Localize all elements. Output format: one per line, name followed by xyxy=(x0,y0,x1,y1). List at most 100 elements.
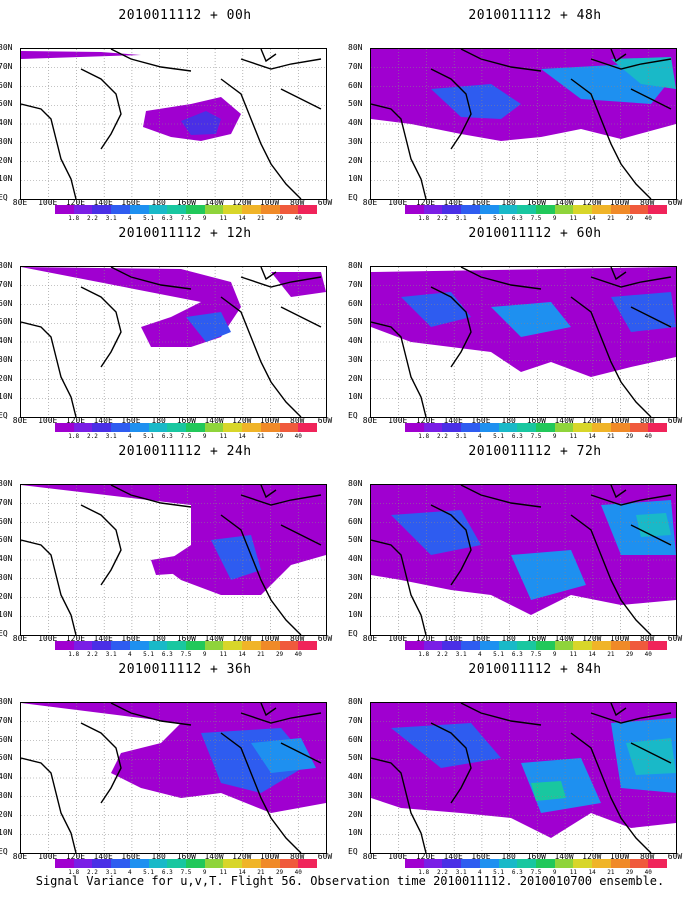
colorbar-swatch xyxy=(629,423,649,432)
colorbar-swatch xyxy=(279,859,299,868)
colorbar-swatch xyxy=(167,205,187,214)
colorbar-tick-label: 21 xyxy=(607,869,615,876)
longitude-label: 140E xyxy=(93,634,113,643)
longitude-label: 160W xyxy=(526,852,546,861)
colorbar-tick-label: 1.8 xyxy=(68,433,80,440)
colorbar-swatch xyxy=(242,859,261,868)
panel-title: 2010011112 + 84h xyxy=(468,662,602,677)
longitude-label: 100E xyxy=(38,852,58,861)
colorbar-swatch xyxy=(204,859,224,868)
longitude-label: 160W xyxy=(526,416,546,425)
latitude-label: 40N xyxy=(0,118,13,127)
latitude-label: 70N xyxy=(348,497,363,507)
colorbar-tick-label: 14 xyxy=(238,869,246,876)
colorbar-swatch xyxy=(554,641,574,650)
colorbar-tick-label: 29 xyxy=(625,215,634,222)
colorbar-swatch xyxy=(148,641,168,650)
longitude-label: 120E xyxy=(65,852,86,861)
map-plot xyxy=(371,49,676,199)
variance-contour-fill xyxy=(401,292,471,327)
colorbar-swatch xyxy=(629,641,649,650)
latitude-label: 10N xyxy=(0,610,13,620)
colorbar-tick-label: 2.2 xyxy=(87,433,98,440)
colorbar-swatch xyxy=(461,859,480,868)
colorbar-swatch xyxy=(517,859,537,868)
colorbar-swatch xyxy=(610,205,630,214)
latitude-label: 40N xyxy=(0,772,13,781)
colorbar-swatch xyxy=(648,641,668,650)
colorbar xyxy=(55,859,318,868)
longitude-label: 80W xyxy=(290,634,305,643)
latitude-label: 40N xyxy=(348,554,363,563)
longitude-label: 80W xyxy=(290,198,305,207)
longitude-label: 80W xyxy=(640,634,655,643)
longitude-label: 100E xyxy=(388,634,408,643)
longitude-label: 140W xyxy=(204,634,224,643)
latitude-label: 80N xyxy=(348,479,363,488)
colorbar xyxy=(405,205,668,214)
colorbar-swatch xyxy=(517,641,537,650)
colorbar-tick-label: 1.8 xyxy=(418,433,430,440)
colorbar-swatch xyxy=(498,423,518,432)
colorbar-swatch xyxy=(167,641,187,650)
colorbar-swatch xyxy=(405,423,424,432)
longitude-label: 140W xyxy=(554,198,574,207)
colorbar-tick-label: 3.1 xyxy=(455,869,467,876)
colorbar-swatch xyxy=(298,859,318,868)
variance-contour-fill xyxy=(491,302,571,337)
colorbar-swatch xyxy=(111,641,130,650)
longitude-label: 160W xyxy=(176,852,196,861)
colorbar-swatch xyxy=(148,205,168,214)
map-area xyxy=(370,702,677,854)
latitude-label: 50N xyxy=(348,99,363,109)
colorbar-swatch xyxy=(517,205,537,214)
longitude-label: 80W xyxy=(290,416,305,425)
colorbar-swatch xyxy=(186,641,205,650)
latitude-label: 30N xyxy=(348,354,363,364)
longitude-label: 140W xyxy=(554,634,574,643)
longitude-label: 120E xyxy=(415,852,436,861)
colorbar xyxy=(55,641,318,650)
colorbar-swatch xyxy=(204,423,224,432)
variance-contour-fill xyxy=(151,555,186,575)
colorbar-swatch xyxy=(610,641,630,650)
latitude-label: 60N xyxy=(348,516,363,526)
colorbar-tick-label: 2.2 xyxy=(437,215,448,222)
longitude-label: 60W xyxy=(667,198,683,207)
colorbar-swatch xyxy=(186,859,205,868)
latitude-label: EQ xyxy=(348,847,358,856)
colorbar-swatch xyxy=(536,423,555,432)
longitude-label: 100W xyxy=(259,198,280,207)
longitude-label: 60W xyxy=(667,416,683,425)
coastline xyxy=(371,267,672,417)
colorbar-tick-label: 11 xyxy=(219,651,228,658)
colorbar-swatch xyxy=(592,423,611,432)
colorbar-tick-label: 3.1 xyxy=(105,651,117,658)
colorbar-swatch xyxy=(573,641,593,650)
panel-title: 2010011112 + 12h xyxy=(118,226,252,241)
variance-contour-fill xyxy=(636,513,671,537)
colorbar-tick-label: 7.5 xyxy=(530,215,542,222)
longitude-label: 120W xyxy=(582,852,602,861)
colorbar-swatch xyxy=(73,641,93,650)
colorbar-tick-label: 9 xyxy=(202,215,207,222)
latitude-label: 20N xyxy=(348,373,363,383)
map-panel: 2010011112 + 12h 80N 70N 60N 50N 40N 30N 20N 10N… xyxy=(0,226,332,440)
longitude-label: 120W xyxy=(232,634,252,643)
latitude-label: EQ xyxy=(0,193,8,202)
colorbar-swatch xyxy=(260,641,280,650)
colorbar-tick-label: 40 xyxy=(294,215,302,222)
colorbar xyxy=(55,423,318,432)
colorbar-tick-label: 1.8 xyxy=(418,651,430,658)
latitude-label: 30N xyxy=(348,572,363,582)
latitude-label: 70N xyxy=(0,715,13,725)
colorbar-swatch xyxy=(73,423,93,432)
colorbar-tick-label: 29 xyxy=(625,651,634,658)
colorbar-tick-label: 14 xyxy=(588,651,596,658)
colorbar-tick-label: 3.1 xyxy=(455,651,467,658)
longitude-label: 120W xyxy=(232,852,252,861)
longitude-label: 100E xyxy=(38,634,58,643)
colorbar-tick-label: 14 xyxy=(238,433,246,440)
latitude-label: 80N xyxy=(0,697,13,706)
longitude-label: 140W xyxy=(204,852,224,861)
